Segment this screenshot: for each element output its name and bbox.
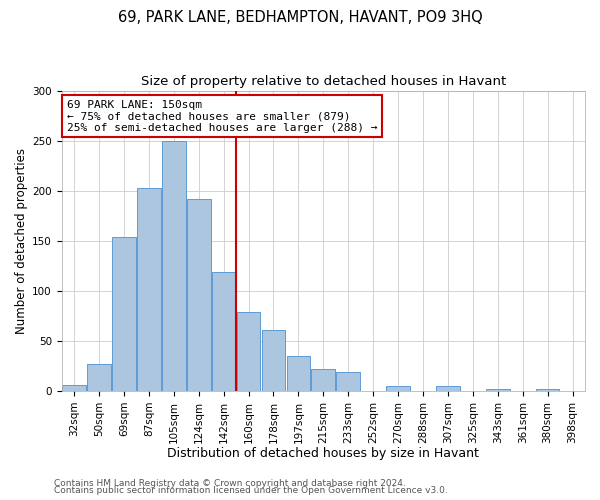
Bar [337,372,360,391]
Bar [287,356,310,391]
Text: 69, PARK LANE, BEDHAMPTON, HAVANT, PO9 3HQ: 69, PARK LANE, BEDHAMPTON, HAVANT, PO9 3… [118,10,482,25]
X-axis label: Distribution of detached houses by size in Havant: Distribution of detached houses by size … [167,447,479,460]
Bar [436,386,460,391]
Bar [237,312,260,391]
Title: Size of property relative to detached houses in Havant: Size of property relative to detached ho… [140,75,506,88]
Bar [536,389,559,391]
Text: 69 PARK LANE: 150sqm
← 75% of detached houses are smaller (879)
25% of semi-deta: 69 PARK LANE: 150sqm ← 75% of detached h… [67,100,377,133]
Bar [262,330,286,391]
Bar [162,140,185,391]
Bar [87,364,111,391]
Bar [112,237,136,391]
Bar [486,389,509,391]
Bar [62,385,86,391]
Bar [386,386,410,391]
Bar [212,272,235,391]
Text: Contains HM Land Registry data © Crown copyright and database right 2024.: Contains HM Land Registry data © Crown c… [54,478,406,488]
Y-axis label: Number of detached properties: Number of detached properties [15,148,28,334]
Bar [187,198,211,391]
Bar [311,369,335,391]
Text: Contains public sector information licensed under the Open Government Licence v3: Contains public sector information licen… [54,486,448,495]
Bar [137,188,161,391]
